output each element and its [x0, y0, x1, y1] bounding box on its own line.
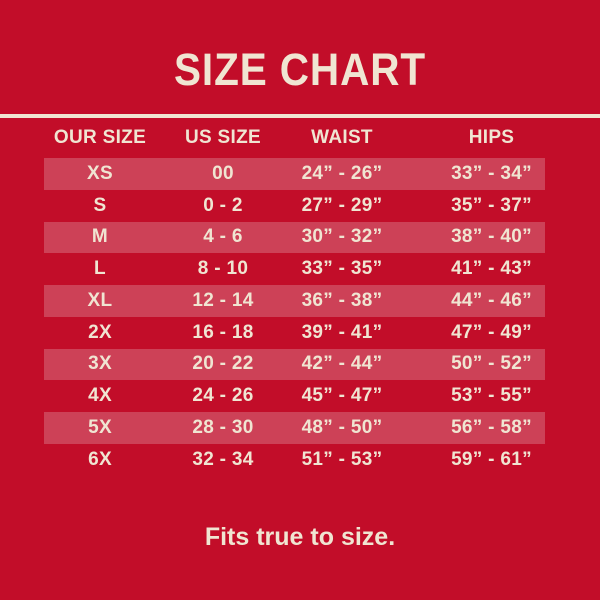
cell-hips: 35” - 37” [451, 194, 532, 216]
cell-hips: 41” - 43” [451, 258, 532, 280]
cell-us-size: 8 - 10 [197, 258, 249, 280]
cell-waist: 42” - 44” [301, 353, 383, 375]
cell-us-size: 24 - 26 [192, 385, 254, 407]
cell-waist: 27” - 29” [301, 194, 383, 216]
table-row-4x: 4X 24 - 26 45” - 47” 53” - 55” [0, 380, 600, 412]
cell-our-size: 5X [88, 416, 112, 438]
cell-our-size: S [93, 194, 107, 216]
cell-our-size: 2X [88, 321, 112, 343]
cell-hips: 33” - 34” [451, 162, 532, 184]
cell-our-size: XL [87, 289, 113, 311]
cell-us-size: 16 - 18 [192, 321, 254, 343]
cell-our-size: XS [87, 162, 113, 184]
cell-waist: 45” - 47” [301, 385, 383, 407]
cell-us-size: 32 - 34 [192, 448, 254, 470]
cell-us-size: 28 - 30 [192, 416, 254, 438]
cell-our-size: M [91, 226, 109, 248]
header-our-size: OUR SIZE [53, 127, 147, 148]
divider-line [0, 114, 600, 118]
page-title: SIZE CHART [174, 44, 426, 95]
cell-waist: 48” - 50” [301, 416, 383, 438]
table-header-row: OUR SIZE US SIZE WAIST HIPS [0, 118, 600, 158]
header-us-size: US SIZE [184, 127, 261, 148]
cell-our-size: 6X [88, 448, 112, 470]
cell-our-size: 3X [88, 353, 112, 375]
cell-waist: 39” - 41” [301, 321, 383, 343]
cell-hips: 53” - 55” [451, 385, 532, 407]
cell-waist: 24” - 26” [301, 162, 383, 184]
cell-hips: 50” - 52” [451, 353, 532, 375]
cell-our-size: L [94, 258, 106, 280]
table-row-6x: 6X 32 - 34 51” - 53” 59” - 61” [0, 444, 600, 476]
header-waist: WAIST [311, 127, 373, 148]
table-row-l: L 8 - 10 33” - 35” 41” - 43” [0, 253, 600, 285]
table-row-s: S 0 - 2 27” - 29” 35” - 37” [0, 190, 600, 222]
cell-waist: 30” - 32” [301, 226, 383, 248]
size-table: OUR SIZE US SIZE WAIST HIPS XS 00 24” - … [0, 118, 600, 476]
cell-us-size: 00 [212, 162, 234, 184]
cell-hips: 56” - 58” [451, 416, 532, 438]
cell-waist: 33” - 35” [301, 258, 383, 280]
header-hips: HIPS [468, 127, 515, 148]
cell-us-size: 0 - 2 [203, 194, 243, 216]
table-row-xl: XL 12 - 14 36” - 38” 44” - 46” [0, 285, 600, 317]
table-row-2x: 2X 16 - 18 39” - 41” 47” - 49” [0, 317, 600, 349]
table-row-5x: 5X 28 - 30 48” - 50” 56” - 58” [0, 412, 600, 444]
table-body: XS 00 24” - 26” 33” - 34” S 0 - 2 27” - … [0, 158, 600, 476]
cell-us-size: 12 - 14 [192, 289, 254, 311]
cell-waist: 36” - 38” [301, 289, 383, 311]
cell-hips: 59” - 61” [451, 448, 532, 470]
cell-hips: 44” - 46” [451, 289, 532, 311]
cell-waist: 51” - 53” [301, 448, 383, 470]
cell-us-size: 20 - 22 [192, 353, 254, 375]
table-row-3x: 3X 20 - 22 42” - 44” 50” - 52” [0, 348, 600, 381]
fit-note: Fits true to size. [204, 523, 396, 551]
cell-our-size: 4X [88, 385, 112, 407]
cell-us-size: 4 - 6 [203, 226, 243, 248]
cell-hips: 47” - 49” [451, 321, 532, 343]
table-row-m: M 4 - 6 30” - 32” 38” - 40” [0, 221, 600, 254]
table-row-xs: XS 00 24” - 26” 33” - 34” [0, 158, 600, 190]
cell-hips: 38” - 40” [451, 226, 532, 248]
